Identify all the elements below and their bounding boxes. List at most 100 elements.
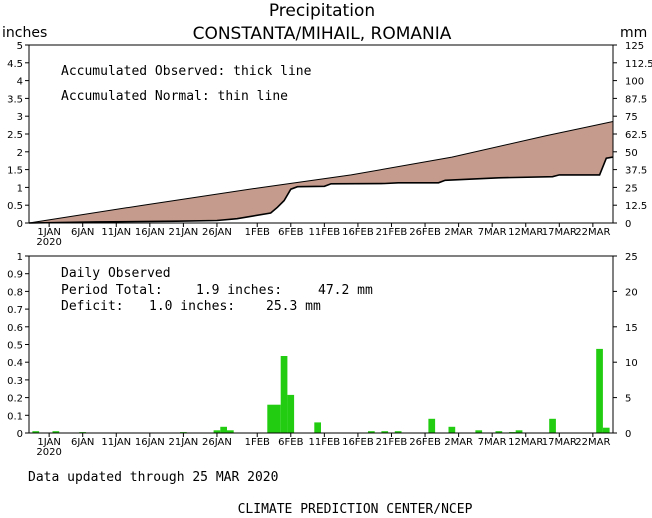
daily-y2-tick-label: 25 bbox=[625, 252, 638, 263]
daily-x-tick-label: 11FEB bbox=[309, 437, 341, 448]
daily-x-tick-label: 26JAN bbox=[202, 437, 232, 448]
daily-y-tick-label: 0.8 bbox=[7, 287, 23, 298]
daily-bar bbox=[32, 431, 40, 433]
accumulated-x-tick-label: 16JAN bbox=[135, 227, 165, 238]
daily-x-tick-label: 22MAR bbox=[575, 437, 610, 448]
daily-x-axis: 1JAN 6JAN 11JAN 16JAN 21JAN 26JAN 1FEB 6FEB 11FE… bbox=[36, 433, 610, 458]
accumulated-y2-tick-label: 37.5 bbox=[625, 166, 647, 177]
daily-year-label: 2020 bbox=[36, 447, 61, 458]
daily-bar bbox=[602, 427, 610, 433]
daily-y-tick-label: 0.4 bbox=[7, 358, 23, 369]
observed-accumulated-line bbox=[28, 156, 614, 224]
daily-x-tick-label: 12MAR bbox=[508, 437, 543, 448]
deficit-mm: 25.3 mm bbox=[266, 299, 321, 314]
accumulated-x-tick-label: 17MAR bbox=[542, 227, 577, 238]
accumulated-y-tick-label: 1.5 bbox=[7, 166, 23, 177]
accumulated-x-tick-label: 2MAR bbox=[444, 227, 473, 238]
daily-y-tick-label: 0.7 bbox=[7, 305, 23, 316]
daily-x-tick-label: 11JAN bbox=[101, 437, 131, 448]
daily-bar bbox=[448, 426, 456, 433]
daily-y2-tick-label: 10 bbox=[625, 358, 638, 369]
accumulated-y2-tick-label: 62.5 bbox=[625, 130, 647, 141]
accumulated-plot-area bbox=[28, 121, 614, 224]
daily-y-tick-label: 1 bbox=[17, 252, 23, 263]
accumulated-y-tick-label: 2 bbox=[17, 148, 23, 159]
daily-x-tick-label: 1JAN bbox=[37, 437, 60, 448]
accumulated-x-tick-label: 21FEB bbox=[376, 227, 408, 238]
daily-bar bbox=[394, 431, 402, 433]
daily-y2-tick-label: 15 bbox=[625, 323, 638, 334]
daily-observed-label: Daily Observed bbox=[61, 266, 171, 281]
accumulated-x-tick-label: 1JAN bbox=[37, 227, 60, 238]
daily-bar bbox=[52, 431, 60, 433]
accumulated-x-tick-label: 12MAR bbox=[508, 227, 543, 238]
daily-y-tick-label: 0.5 bbox=[7, 341, 23, 352]
accumulated-y2-tick-label: 12.5 bbox=[625, 201, 647, 212]
daily-bar bbox=[549, 418, 556, 433]
daily-x-tick-label: 26FEB bbox=[409, 437, 441, 448]
period-total-inches: 1.9 inches: bbox=[196, 283, 282, 298]
accumulated-x-tick-label: 11JAN bbox=[101, 227, 131, 238]
accumulated-y-tick-label: 1 bbox=[17, 183, 23, 194]
daily-bar bbox=[274, 404, 281, 433]
daily-y2-axis: 0 5 10 15 20 25 bbox=[613, 252, 638, 440]
accumulated-x-tick-label: 26JAN bbox=[202, 227, 232, 238]
daily-x-tick-label: 16JAN bbox=[135, 437, 165, 448]
accumulated-y2-axis: 0 12.5 25 37.5 50 62.5 75 87.5 100 112.5 125 bbox=[613, 41, 652, 230]
data-updated-note: Data updated through 25 MAR 2020 bbox=[28, 470, 278, 485]
daily-y-axis: 0 0.1 0.2 0.3 0.4 0.5 0.6 0.7 0.8 0.9 1 bbox=[7, 252, 29, 440]
daily-y2-tick-label: 0 bbox=[625, 429, 631, 440]
daily-y2-tick-label: 5 bbox=[625, 394, 631, 405]
accumulated-y-tick-label: 0 bbox=[17, 219, 23, 230]
daily-y-tick-label: 0.6 bbox=[7, 323, 23, 334]
daily-plot-area bbox=[32, 348, 610, 433]
daily-panel: 0 0.1 0.2 0.3 0.4 0.5 0.6 0.7 0.8 0.9 1 0 5 10 15 20 25… bbox=[7, 252, 638, 458]
daily-x-tick-label: 1FEB bbox=[245, 437, 270, 448]
deficit-area bbox=[29, 121, 613, 223]
accumulated-x-tick-label: 6JAN bbox=[71, 227, 94, 238]
daily-y-tick-label: 0 bbox=[17, 429, 23, 440]
deficit-inches: 1.0 inches: bbox=[149, 299, 235, 314]
daily-bar bbox=[596, 348, 603, 433]
accumulated-y-tick-label: 4 bbox=[17, 77, 23, 88]
daily-bar bbox=[475, 430, 483, 433]
normal-legend-note: Accumulated Normal: thin line bbox=[61, 89, 288, 104]
accumulated-x-tick-label: 16FEB bbox=[342, 227, 374, 238]
accumulated-x-tick-label: 21JAN bbox=[168, 227, 198, 238]
daily-y-tick-label: 0.2 bbox=[7, 394, 23, 405]
daily-bar bbox=[495, 431, 503, 433]
daily-bar bbox=[287, 394, 295, 433]
accumulated-year-label: 2020 bbox=[36, 237, 61, 248]
daily-bar bbox=[280, 356, 288, 433]
accumulated-y2-tick-label: 125 bbox=[625, 41, 644, 52]
accumulated-x-tick-label: 26FEB bbox=[409, 227, 441, 238]
daily-x-tick-label: 16FEB bbox=[342, 437, 374, 448]
source-credit: CLIMATE PREDICTION CENTER/NCEP bbox=[238, 502, 473, 517]
accumulated-y-tick-label: 0.5 bbox=[7, 201, 23, 212]
daily-y-tick-label: 0.3 bbox=[7, 376, 23, 387]
accumulated-y2-tick-label: 0 bbox=[625, 219, 631, 230]
accumulated-y2-tick-label: 112.5 bbox=[625, 59, 652, 70]
daily-x-tick-label: 6JAN bbox=[71, 437, 94, 448]
daily-bar bbox=[314, 422, 321, 433]
accumulated-x-axis: 1JAN 6JAN 11JAN 16JAN 21JAN 26JAN 1FEB 6FEB 11FE… bbox=[36, 223, 610, 248]
daily-x-tick-label: 7MAR bbox=[478, 437, 507, 448]
daily-bar bbox=[227, 430, 234, 433]
daily-bar bbox=[381, 431, 389, 433]
daily-bar bbox=[220, 426, 227, 433]
accumulated-x-tick-label: 6FEB bbox=[278, 227, 303, 238]
accumulated-y2-tick-label: 50 bbox=[625, 148, 638, 159]
accumulated-x-tick-label: 11FEB bbox=[309, 227, 341, 238]
accumulated-panel: 0 0.5 1 1.5 2 2.5 3 3.5 4 4.5 5 0 12.5 25 37.5 50 62.5 7… bbox=[7, 41, 652, 248]
accumulated-y-tick-label: 5 bbox=[17, 41, 23, 52]
daily-bar bbox=[515, 430, 523, 433]
accumulated-x-tick-label: 7MAR bbox=[478, 227, 507, 238]
accumulated-y2-tick-label: 25 bbox=[625, 183, 638, 194]
daily-bar bbox=[428, 418, 436, 433]
accumulated-y-tick-label: 2.5 bbox=[7, 130, 23, 141]
daily-x-tick-label: 21FEB bbox=[376, 437, 408, 448]
left-unit-label: inches bbox=[2, 25, 47, 41]
daily-bar bbox=[267, 404, 274, 433]
accumulated-x-tick-label: 1FEB bbox=[245, 227, 270, 238]
